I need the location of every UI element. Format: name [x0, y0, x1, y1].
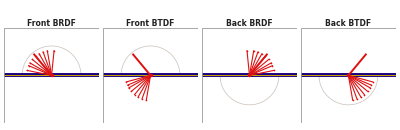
Title: Front BTDF: Front BTDF [126, 19, 175, 28]
Title: Front BRDF: Front BRDF [27, 19, 76, 28]
Title: Back BRDF: Back BRDF [226, 19, 273, 28]
Title: Back BTDF: Back BTDF [325, 19, 372, 28]
